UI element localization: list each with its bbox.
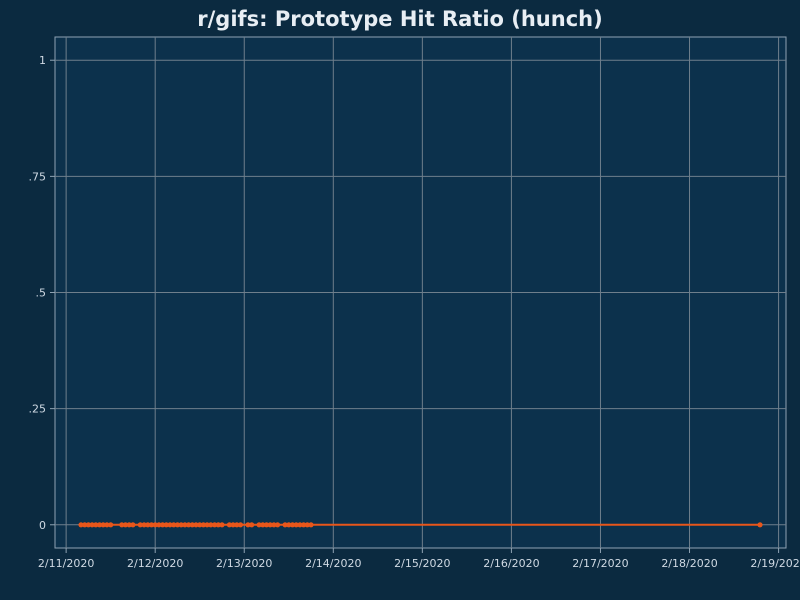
- data-point: [215, 522, 221, 528]
- data-point: [174, 522, 181, 528]
- y-tick-label: .25: [29, 403, 47, 416]
- data-point: [178, 522, 184, 528]
- data-point: [130, 522, 136, 528]
- x-tick-label: 2/14/2020: [305, 557, 361, 570]
- data-point: [148, 522, 155, 528]
- x-tick-label: 2/13/2020: [216, 557, 272, 570]
- y-tick-label: 0: [39, 519, 46, 532]
- data-point: [237, 522, 244, 528]
- y-tick-label: .75: [29, 170, 47, 183]
- data-point: [282, 522, 288, 528]
- data-point: [234, 522, 240, 528]
- series: [78, 522, 763, 528]
- data-point: [297, 522, 303, 528]
- x-tick-label: 2/19/2020: [750, 557, 800, 570]
- data-point: [100, 522, 106, 528]
- data-point: [256, 522, 262, 528]
- data-point: [208, 522, 214, 528]
- data-point: [141, 522, 147, 528]
- data-point: [126, 522, 132, 528]
- data-point: [167, 522, 173, 528]
- data-point: [89, 522, 95, 528]
- x-tick-labels: 2/11/2020 2/12/2020 2/13/2020 2/14/2020 2/15…: [38, 557, 800, 570]
- data-point: [186, 522, 192, 528]
- data-point: [271, 522, 277, 528]
- data-point: [230, 522, 236, 528]
- data-point: [757, 522, 763, 528]
- data-point: [163, 522, 169, 528]
- data-point: [260, 522, 266, 528]
- data-point: [122, 522, 129, 528]
- data-point: [96, 522, 103, 528]
- data-point: [226, 522, 232, 528]
- data-point: [197, 522, 203, 528]
- data-point: [219, 522, 225, 528]
- data-point: [193, 522, 199, 528]
- data-point: [82, 522, 88, 528]
- y-tick-labels: 0 .25 .5 .75 1: [29, 54, 47, 532]
- data-point: [289, 522, 296, 528]
- x-tick-label: 2/12/2020: [127, 557, 183, 570]
- data-point: [245, 522, 251, 528]
- data-point: [286, 522, 292, 528]
- x-tick-label: 2/18/2020: [661, 557, 717, 570]
- x-tick-label: 2/17/2020: [572, 557, 628, 570]
- data-point: [189, 522, 195, 528]
- data-point: [263, 522, 270, 528]
- data-point: [171, 522, 177, 528]
- data-point: [156, 522, 162, 528]
- x-tick-label: 2/16/2020: [483, 557, 539, 570]
- data-point: [200, 522, 206, 528]
- x-tick-label: 2/15/2020: [394, 557, 450, 570]
- data-point: [267, 522, 273, 528]
- data-point: [249, 522, 255, 528]
- data-point: [85, 522, 91, 528]
- data-point: [108, 522, 114, 528]
- data-point: [308, 522, 314, 528]
- data-point: [119, 522, 125, 528]
- data-point: [137, 522, 143, 528]
- data-point: [204, 522, 210, 528]
- data-point: [93, 522, 99, 528]
- data-point: [78, 522, 84, 528]
- data-point: [160, 522, 166, 528]
- data-point: [212, 522, 218, 528]
- data-point: [145, 522, 151, 528]
- data-point: [301, 522, 307, 528]
- data-point: [293, 522, 299, 528]
- chart-title: r/gifs: Prototype Hit Ratio (hunch): [197, 7, 602, 31]
- data-point: [152, 522, 158, 528]
- data-point: [104, 522, 110, 528]
- data-point: [304, 522, 310, 528]
- x-tick-label: 2/11/2020: [38, 557, 94, 570]
- y-tick-label: .5: [36, 287, 47, 300]
- data-point: [275, 522, 281, 528]
- data-point: [182, 522, 188, 528]
- y-tick-label: 1: [39, 54, 46, 67]
